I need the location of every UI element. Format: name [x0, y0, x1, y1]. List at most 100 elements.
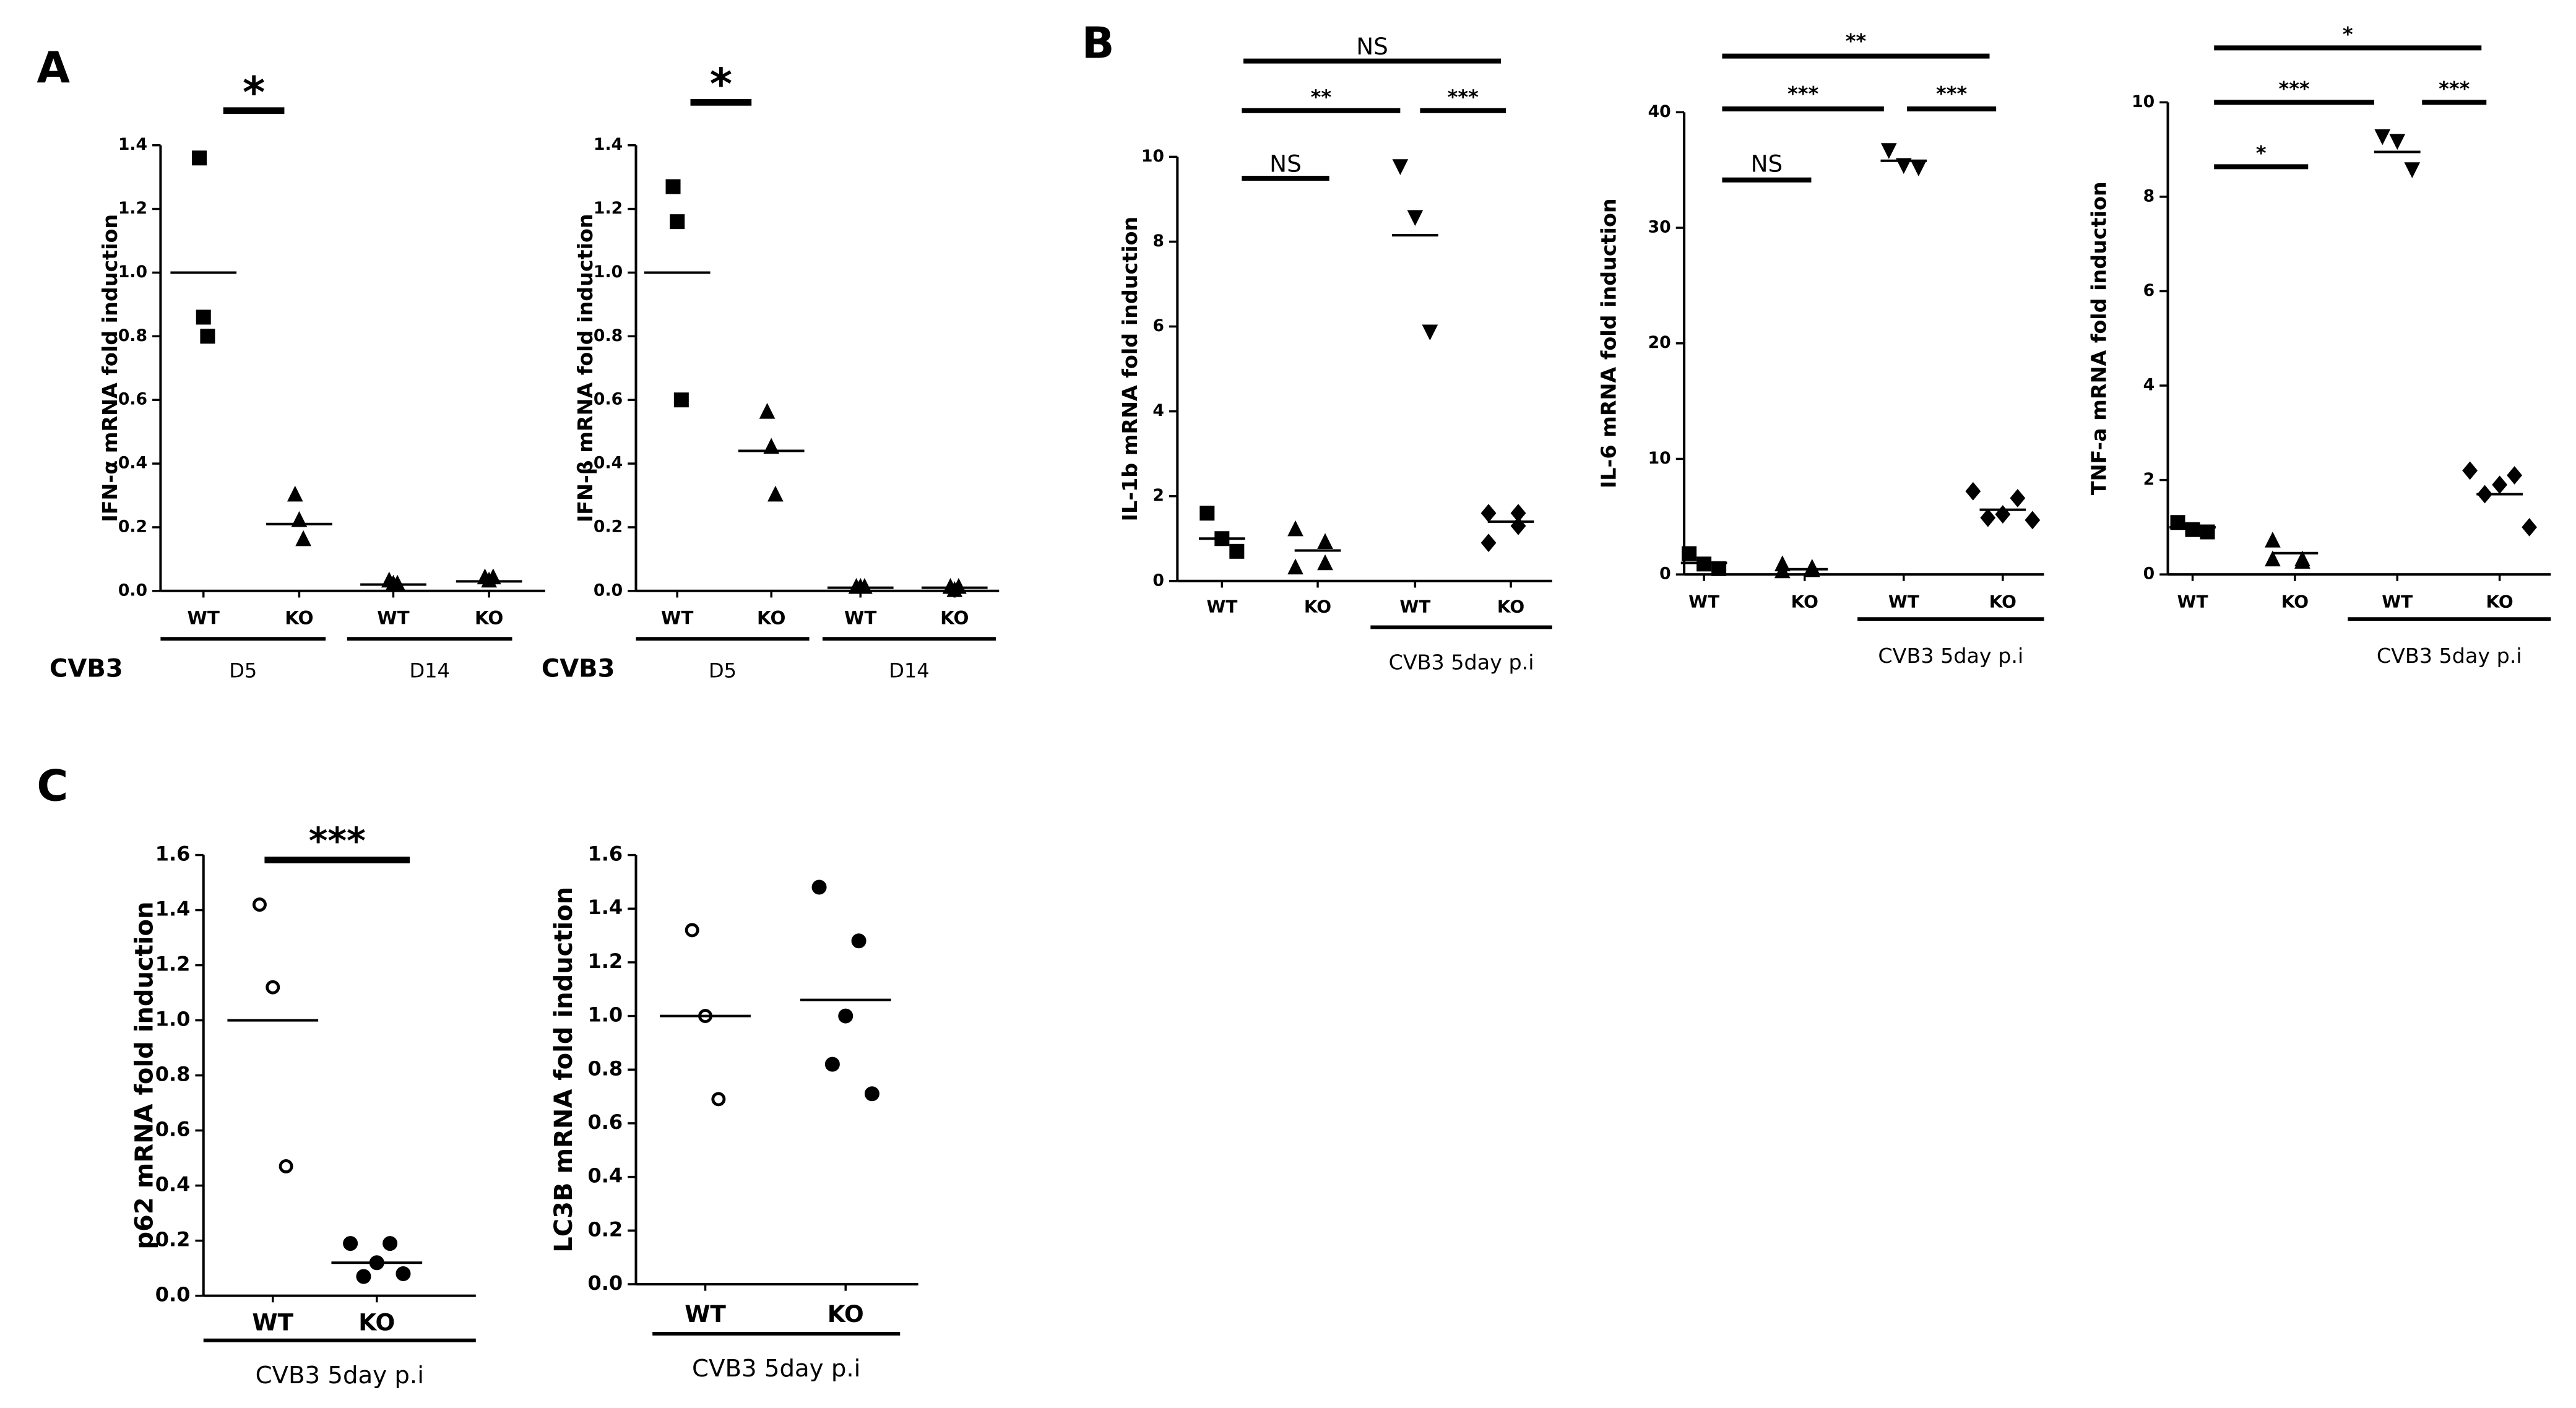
- significance-label: **: [1311, 85, 1332, 109]
- point: [2492, 475, 2508, 495]
- x-tick-label: WT: [685, 1300, 726, 1328]
- y-tick-label: 1.0: [594, 262, 623, 282]
- point: [1317, 533, 1333, 549]
- group-label: D14: [409, 659, 449, 682]
- y-tick-label: 0.6: [155, 1118, 191, 1141]
- y-tick-label: 4: [1152, 401, 1164, 420]
- point: [2522, 517, 2538, 537]
- significance-label: *: [710, 60, 732, 110]
- significance-label: *: [2343, 23, 2353, 46]
- y-tick-label: 0.4: [594, 454, 623, 473]
- y-axis-label: IFN-β mRNA fold induction: [573, 214, 597, 522]
- y-tick-label: 0.8: [594, 326, 623, 345]
- y-axis-label: IL-1b mRNA fold induction: [1118, 217, 1142, 522]
- y-tick-label: 1.4: [587, 896, 623, 919]
- y-tick-label: 1.2: [118, 199, 147, 218]
- x-tick-label: KO: [757, 608, 785, 629]
- point: [864, 1086, 880, 1102]
- y-axis-label: LC3B mRNA fold induction: [550, 887, 578, 1253]
- y-tick-label: 1.2: [587, 949, 623, 973]
- y-tick-label: 10: [2132, 92, 2155, 111]
- y-tick-label: 0: [2143, 564, 2155, 584]
- point: [2294, 553, 2310, 569]
- point: [811, 879, 827, 895]
- y-tick-label: 1.2: [594, 199, 623, 218]
- point: [2507, 466, 2523, 485]
- row-label: CVB3: [50, 654, 123, 683]
- point: [838, 1008, 854, 1024]
- group-label: CVB3 5day p.i: [2377, 644, 2522, 668]
- point: [2170, 515, 2185, 530]
- y-tick-label: 0.2: [594, 517, 623, 536]
- x-tick-label: WT: [1688, 591, 1719, 611]
- x-tick-label: WT: [1399, 596, 1430, 616]
- point: [1510, 516, 1526, 535]
- x-tick-label: WT: [661, 608, 693, 629]
- significance-label: *: [2256, 142, 2267, 165]
- point: [1287, 520, 1303, 537]
- y-tick-label: 0.2: [118, 517, 147, 536]
- x-tick-label: WT: [2177, 591, 2208, 611]
- point: [1422, 324, 1438, 341]
- y-tick-label: 8: [2143, 186, 2155, 205]
- y-tick-label: 1.4: [594, 135, 623, 154]
- point: [1774, 562, 1791, 579]
- x-tick-label: KO: [1791, 591, 1818, 611]
- y-tick-label: 0.8: [118, 326, 147, 345]
- point: [196, 309, 211, 325]
- point: [824, 1056, 840, 1072]
- y-tick-label: 1.4: [118, 135, 147, 154]
- x-tick-label: WT: [377, 608, 409, 629]
- significance-label: *: [243, 68, 265, 118]
- y-tick-label: 0.8: [587, 1056, 623, 1080]
- y-tick-label: 0.6: [594, 390, 623, 409]
- y-tick-label: 10: [1648, 449, 1671, 468]
- point: [2185, 522, 2200, 537]
- point: [1965, 482, 1981, 501]
- significance-label: ***: [309, 820, 366, 862]
- significance-label: ***: [1936, 82, 1967, 106]
- y-axis-label: IL-6 mRNA fold induction: [1597, 198, 1621, 488]
- point: [851, 933, 867, 949]
- point: [673, 392, 689, 408]
- group-label: CVB3 5day p.i: [1389, 650, 1534, 675]
- panel-label: B: [1082, 19, 1115, 68]
- point: [1407, 210, 1424, 227]
- y-tick-label: 0.0: [594, 581, 623, 600]
- point: [951, 577, 967, 594]
- y-tick-label: 0.2: [587, 1217, 623, 1241]
- point: [1995, 505, 2011, 524]
- y-tick-label: 0.2: [155, 1228, 191, 1251]
- point: [685, 923, 699, 938]
- significance-label: ***: [1787, 82, 1818, 106]
- point: [200, 329, 215, 344]
- point: [767, 485, 784, 502]
- point: [1229, 543, 1245, 559]
- y-tick-label: 1.0: [155, 1008, 191, 1031]
- point: [389, 574, 405, 591]
- point: [395, 1266, 411, 1282]
- x-tick-label: KO: [2486, 591, 2513, 611]
- point: [2404, 162, 2421, 178]
- point: [192, 150, 207, 166]
- point: [857, 577, 873, 594]
- group-label: D14: [889, 659, 929, 682]
- point: [343, 1236, 358, 1251]
- x-tick-label: KO: [828, 1300, 864, 1328]
- y-tick-label: 0.4: [155, 1173, 191, 1196]
- point: [1480, 504, 1497, 523]
- x-tick-label: WT: [844, 608, 876, 629]
- point: [2389, 134, 2406, 150]
- significance-label: ***: [2278, 77, 2309, 101]
- y-tick-label: 0.4: [118, 454, 147, 473]
- point: [279, 1159, 293, 1173]
- point: [1682, 546, 1697, 561]
- y-tick-label: 10: [1141, 147, 1164, 166]
- y-axis-label: p62 mRNA fold induction: [130, 902, 158, 1250]
- point: [2462, 461, 2478, 480]
- x-tick-label: KO: [2281, 591, 2309, 611]
- group-label: CVB3 5day p.i: [1878, 644, 2023, 668]
- point: [1480, 533, 1497, 553]
- point: [1392, 159, 1409, 175]
- group-label: CVB3 5day p.i: [692, 1355, 860, 1383]
